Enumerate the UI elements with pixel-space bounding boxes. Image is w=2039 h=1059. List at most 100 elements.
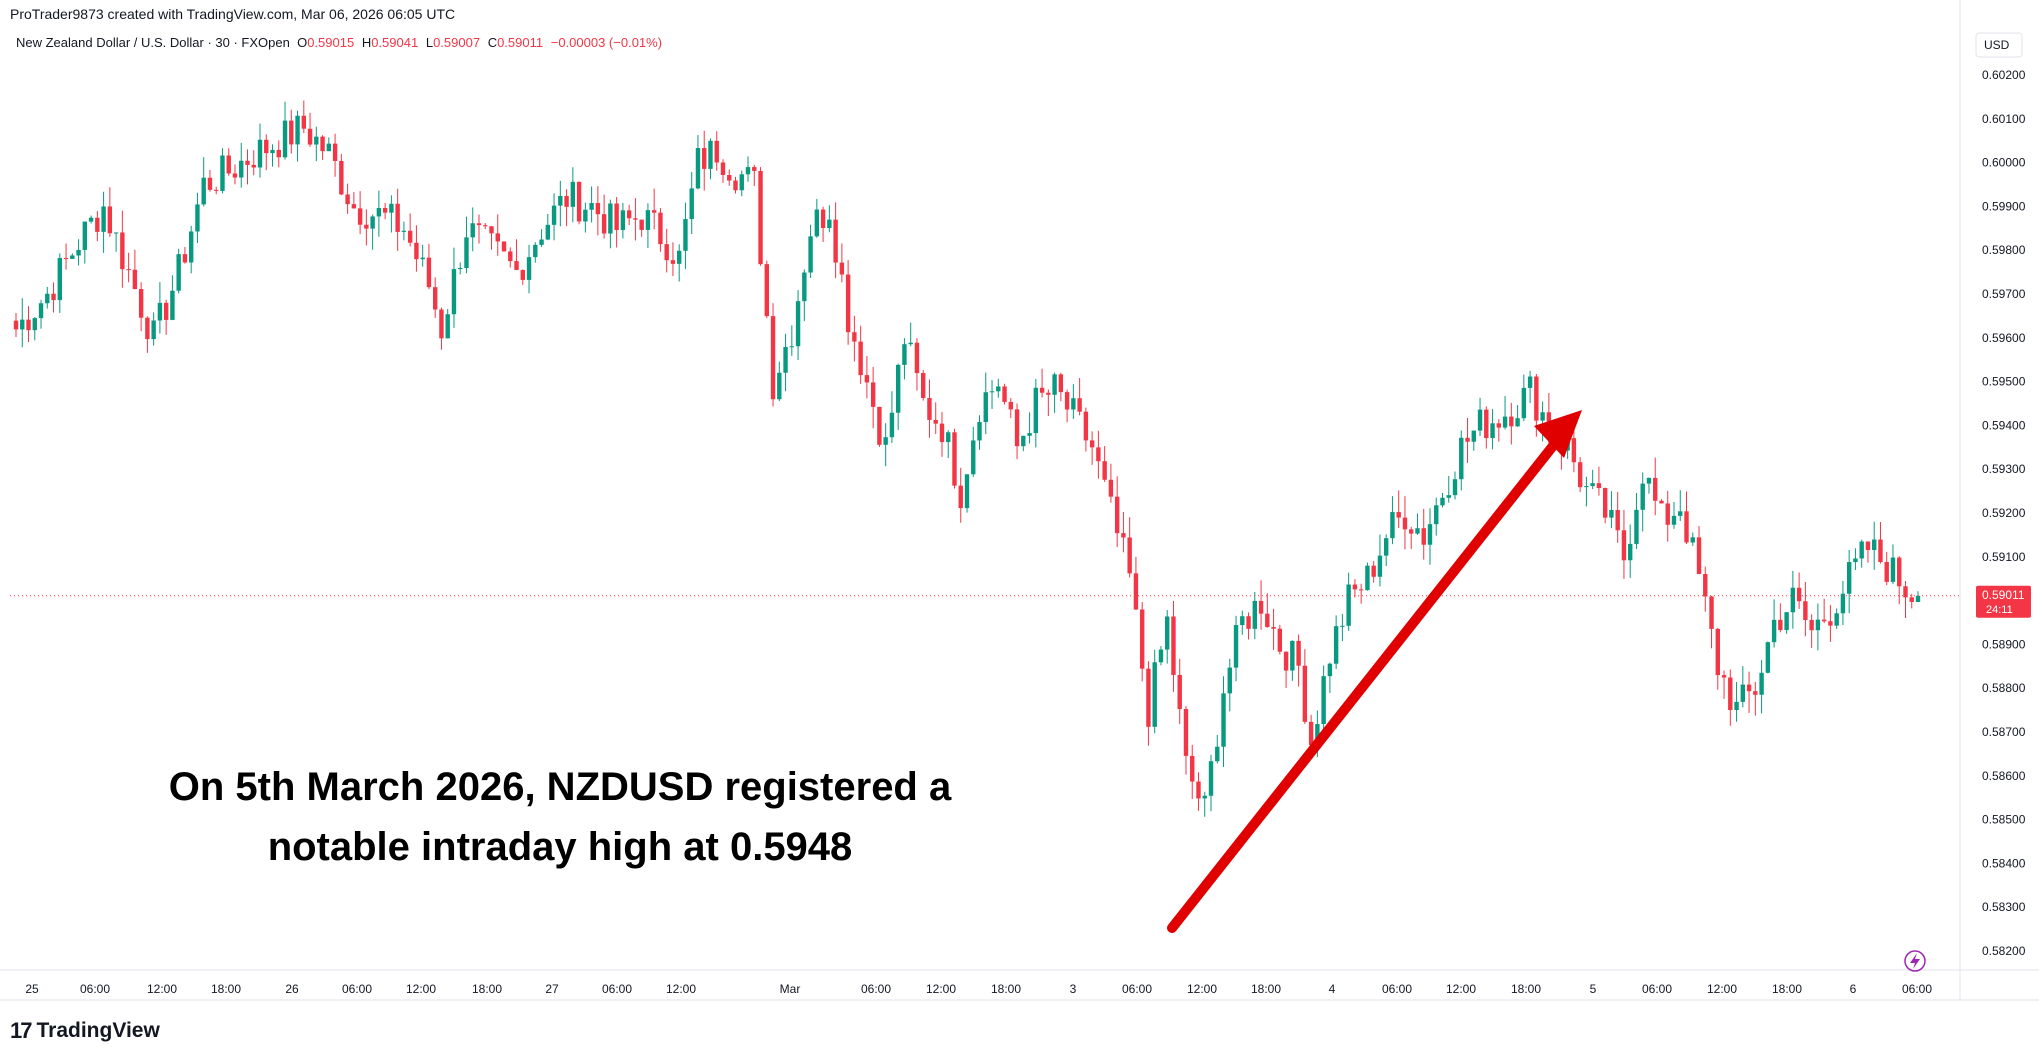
y-tick-label: 0.58800 bbox=[1982, 681, 2026, 695]
candle-body bbox=[470, 223, 475, 238]
candle-body bbox=[1821, 619, 1827, 622]
candle-body bbox=[1703, 573, 1708, 597]
candle-body bbox=[864, 375, 870, 383]
candle-body bbox=[1853, 558, 1858, 563]
candle-body bbox=[802, 272, 807, 302]
candle-body bbox=[195, 204, 200, 232]
trend-arrow-line bbox=[1167, 427, 1569, 933]
price-tag bbox=[1976, 585, 2031, 618]
candle-body bbox=[145, 317, 150, 340]
candle-body bbox=[1390, 512, 1395, 539]
candle-body bbox=[858, 341, 863, 376]
x-tick-label: 12:00 bbox=[1446, 982, 1476, 996]
candle-body bbox=[939, 423, 945, 443]
candle-body bbox=[1308, 721, 1314, 746]
candle-body bbox=[1415, 528, 1420, 534]
candle-body bbox=[852, 332, 857, 342]
candle-body bbox=[1365, 565, 1370, 591]
lightning-icon-bolt bbox=[1910, 953, 1920, 969]
candle-body bbox=[1790, 587, 1796, 613]
y-tick-label: 0.60100 bbox=[1982, 112, 2026, 126]
candle-body bbox=[626, 210, 632, 219]
candle-body bbox=[1340, 625, 1345, 627]
candle-body bbox=[70, 255, 75, 259]
candle-body bbox=[1796, 587, 1802, 602]
candle-body bbox=[364, 224, 369, 229]
high-value: 0.59041 bbox=[371, 35, 419, 50]
candle-body bbox=[32, 318, 37, 331]
close-value: 0.59011 bbox=[497, 35, 544, 50]
candle-body bbox=[921, 373, 926, 399]
y-tick-label: 0.58400 bbox=[1982, 856, 2026, 870]
candle-body bbox=[1121, 533, 1126, 538]
candle-body bbox=[376, 208, 382, 217]
candle-body bbox=[1684, 511, 1689, 543]
candle-body bbox=[326, 143, 332, 152]
candle-body bbox=[483, 225, 488, 227]
candle-body bbox=[1734, 701, 1739, 711]
candle-body bbox=[1139, 609, 1145, 669]
candle-body bbox=[1033, 387, 1039, 434]
candle-body bbox=[1765, 642, 1771, 673]
x-tick-label: 25 bbox=[25, 982, 39, 996]
candle-body bbox=[564, 195, 569, 207]
candle-body bbox=[38, 303, 44, 319]
candle-body bbox=[401, 230, 407, 232]
candle-body bbox=[1077, 398, 1082, 412]
candle-body bbox=[1083, 411, 1089, 441]
candle-body bbox=[676, 250, 682, 264]
candle-body bbox=[833, 219, 838, 263]
candle-body bbox=[1484, 409, 1489, 439]
candle-body bbox=[1471, 430, 1476, 442]
y-tick-label: 0.58300 bbox=[1982, 900, 2026, 914]
annotation-line-1: On 5th March 2026, NZDUSD registered a bbox=[169, 765, 952, 809]
candle-body bbox=[514, 261, 519, 270]
candle-body bbox=[1609, 510, 1614, 518]
candle-body bbox=[683, 219, 688, 251]
candle-body bbox=[727, 174, 732, 181]
candle-body bbox=[1002, 386, 1007, 402]
candle-body bbox=[1740, 684, 1746, 702]
candle-body bbox=[1878, 539, 1883, 563]
low-label: L bbox=[425, 35, 434, 50]
candle-body bbox=[214, 189, 219, 191]
tradingview-logo[interactable]: 17 TradingView bbox=[10, 1018, 160, 1044]
candle-body bbox=[589, 203, 594, 210]
candle-body bbox=[1333, 626, 1339, 664]
y-tick-label: 0.59800 bbox=[1982, 243, 2026, 257]
candle-body bbox=[520, 269, 525, 280]
candle-body bbox=[664, 244, 669, 261]
x-tick-label: Mar bbox=[780, 982, 801, 996]
candle-body bbox=[120, 232, 125, 270]
candle-body bbox=[1190, 755, 1195, 782]
x-tick-label: 12:00 bbox=[666, 982, 696, 996]
x-tick-label: 18:00 bbox=[991, 982, 1021, 996]
candle-body bbox=[1815, 619, 1821, 631]
y-tick-label: 0.59600 bbox=[1982, 331, 2026, 345]
candle-body bbox=[614, 203, 619, 231]
candle-body bbox=[76, 249, 81, 256]
x-tick-label: 12:00 bbox=[406, 982, 436, 996]
x-tick-label: 12:00 bbox=[147, 982, 177, 996]
x-tick-label: 3 bbox=[1070, 982, 1077, 996]
candle-body bbox=[1146, 668, 1151, 727]
y-tick-label: 0.59300 bbox=[1982, 462, 2026, 476]
candle-body bbox=[1127, 537, 1132, 574]
candle-body bbox=[752, 167, 757, 171]
candle-body bbox=[1621, 530, 1627, 561]
candle-body bbox=[251, 164, 256, 168]
candle-body bbox=[908, 342, 913, 345]
candle-body bbox=[795, 301, 801, 347]
candle-body bbox=[633, 218, 638, 220]
candle-body bbox=[445, 314, 450, 339]
candle-body bbox=[1315, 724, 1320, 746]
candle-body bbox=[420, 257, 425, 260]
candle-body bbox=[495, 233, 500, 242]
symbol-legend: New Zealand Dollar / U.S. Dollar · 30 · … bbox=[16, 35, 666, 50]
x-tick-label: 18:00 bbox=[472, 982, 502, 996]
candle-body bbox=[576, 181, 582, 222]
candle-body bbox=[1496, 423, 1502, 428]
candle-body bbox=[1659, 500, 1664, 504]
x-tick-label: 18:00 bbox=[1772, 982, 1802, 996]
